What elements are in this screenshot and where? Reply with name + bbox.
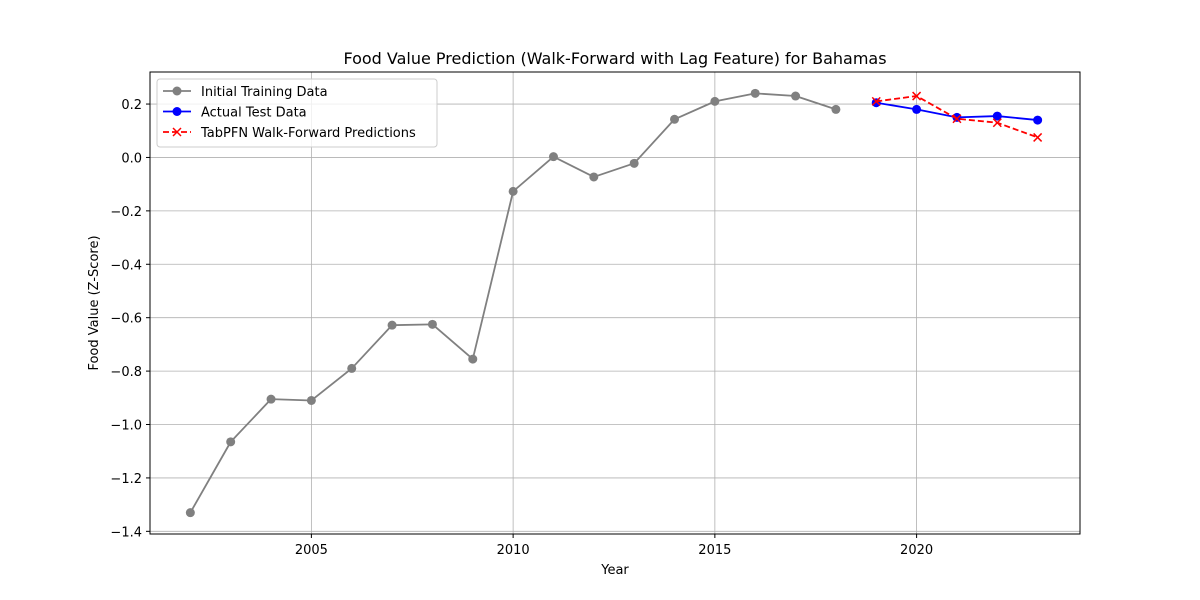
data-point (226, 437, 236, 447)
series-2 (871, 98, 1043, 125)
legend-box (156, 78, 438, 148)
data-point (952, 112, 962, 122)
data-point (347, 363, 357, 373)
x-tick-label: 2005 (295, 543, 328, 558)
plot-frame (149, 71, 1081, 535)
data-point (306, 395, 316, 405)
y-tick-label: 0.2 (121, 98, 142, 113)
data-point (750, 88, 760, 98)
data-point (791, 91, 801, 101)
legend-entry: TabPFN Walk-Forward Predictions (163, 126, 416, 141)
axis-ticks: 2005 2010 2015 2020 −1.4 −1.2 −1.0 −0.8 −0.6 −0.4… (110, 98, 933, 558)
y-tick-label: −1.2 (110, 472, 142, 487)
data-point (1033, 132, 1043, 142)
y-tick-label: −1.4 (110, 525, 142, 540)
data-point (871, 98, 881, 108)
data-point (992, 118, 1002, 128)
data-point (548, 152, 558, 162)
series-layer (185, 88, 1043, 518)
data-point (387, 320, 397, 330)
series-3 (871, 91, 1043, 142)
data-point (1033, 115, 1043, 125)
data-point (266, 394, 276, 404)
data-point (992, 111, 1002, 121)
y-tick-label: −1.0 (110, 419, 142, 434)
x-tick-label: 2015 (698, 543, 731, 558)
data-point (831, 104, 841, 114)
data-point (629, 158, 639, 168)
x-axis-label: Year (600, 563, 629, 578)
data-point (952, 114, 962, 124)
legend-marker (172, 107, 182, 116)
legend-marker (172, 127, 182, 137)
data-point (912, 91, 922, 101)
data-point (871, 96, 881, 106)
x-tick-label: 2020 (900, 543, 933, 558)
legend-label: Initial Training Data (201, 85, 328, 100)
data-point (427, 319, 437, 329)
data-point (468, 354, 478, 364)
data-point (912, 104, 922, 114)
legend-label: TabPFN Walk-Forward Predictions (200, 126, 416, 141)
y-axis-label: Food Value (Z-Score) (87, 235, 102, 370)
y-tick-label: 0.0 (121, 151, 142, 166)
series-1 (185, 88, 841, 518)
y-tick-label: −0.6 (110, 312, 142, 327)
data-point (508, 186, 518, 196)
y-tick-label: −0.2 (110, 205, 142, 220)
legend-entry: Initial Training Data (163, 85, 328, 100)
y-tick-label: −0.4 (110, 258, 142, 273)
data-point (710, 96, 720, 106)
data-point (589, 172, 599, 182)
chart-title: Food Value Prediction (Walk-Forward with… (343, 49, 886, 68)
legend-label: Actual Test Data (201, 106, 307, 121)
data-point (670, 114, 680, 124)
x-tick-label: 2010 (497, 543, 530, 558)
legend-entry: Actual Test Data (163, 106, 307, 121)
data-point (185, 508, 195, 518)
y-tick-label: −0.8 (110, 365, 142, 380)
grid (150, 72, 1080, 534)
legend-marker (172, 86, 182, 96)
legend: Initial Training Data Actual Test Data Tab… (156, 78, 438, 148)
